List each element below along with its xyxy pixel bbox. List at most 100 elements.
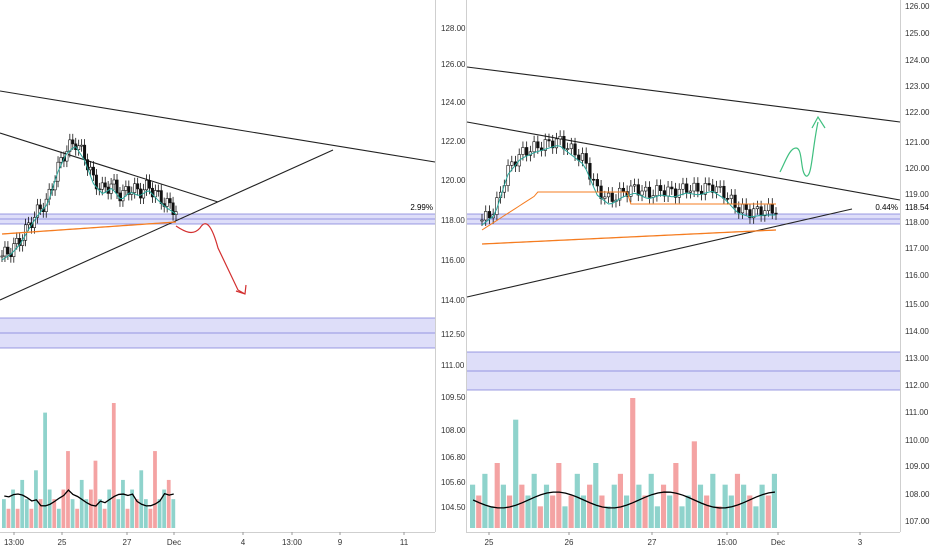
left-candle — [121, 190, 125, 202]
right-y-tick-label: 108.00 — [905, 490, 930, 499]
right-projection-arrow — [779, 121, 819, 177]
left-y-tick-label: 111.00 — [441, 361, 465, 370]
right-candle — [729, 194, 733, 199]
right-candle — [673, 188, 678, 198]
left-candle — [88, 166, 92, 171]
left-volume-bar — [79, 479, 84, 528]
right-candle — [621, 187, 626, 192]
left-volume-bar — [171, 499, 176, 528]
left-candle — [103, 182, 107, 188]
right-candle — [573, 143, 577, 156]
left-candle — [112, 179, 116, 185]
left-x-tick-label: 25 — [58, 538, 67, 547]
right-volume-bar — [747, 495, 753, 528]
right-candle — [580, 153, 585, 161]
left-volume-bar — [15, 508, 20, 528]
right-volume-bar — [673, 463, 679, 528]
left-candle — [171, 202, 175, 215]
right-y-tick-label: 119.00 — [905, 190, 929, 199]
left-mid-trendline — [0, 132, 219, 203]
right-volume-bar — [506, 495, 513, 528]
right-volume-bar — [630, 398, 636, 528]
right-volume-bar — [771, 473, 777, 528]
right-volume-bar — [593, 463, 599, 528]
left-volume-bar — [111, 403, 116, 528]
left-candle — [59, 157, 63, 163]
left-volume-ma-line — [4, 489, 174, 507]
right-y-tick-label: 122.00 — [905, 108, 930, 117]
left-rising-trendline — [0, 149, 334, 301]
left-candle — [124, 186, 128, 191]
left-candle — [165, 198, 169, 207]
right-candle — [480, 219, 484, 222]
right-volume-bar — [543, 484, 550, 528]
right-volume-bar — [617, 473, 623, 528]
left-slow-ma-line — [1, 221, 177, 235]
right-volume-bar — [562, 506, 568, 528]
left-volume-bar — [107, 489, 112, 528]
right-volume-bar — [704, 495, 710, 528]
right-x-tick-label: 27 — [648, 538, 657, 547]
right-candle — [703, 183, 707, 195]
right-y-tick-label: 126.00 — [905, 2, 930, 11]
left-volume-bar — [93, 460, 98, 528]
left-candle — [91, 166, 95, 176]
left-volume-bar — [34, 470, 38, 528]
right-volume-bar — [765, 495, 771, 528]
right-volume-bar — [710, 473, 716, 528]
left-candle — [168, 198, 172, 204]
right-candle — [536, 141, 540, 149]
right-volume-bar — [537, 506, 543, 528]
right-candle — [487, 211, 492, 219]
left-y-tick-label: 122.00 — [441, 137, 466, 146]
left-x-tick-label: 9 — [338, 538, 343, 547]
left-candle — [139, 188, 143, 199]
left-volume-bar — [89, 489, 93, 528]
left-candle — [80, 144, 84, 147]
right-y-tick-label: 125.00 — [905, 29, 930, 38]
right-volume-bar — [697, 484, 704, 528]
left-volume-bar — [43, 412, 47, 528]
left-chart-panel[interactable]: 128.00 126.00 124.00 122.00 120.00 118.00 116.… — [0, 0, 466, 547]
right-volume-bar — [660, 484, 667, 528]
right-volume-bar — [587, 484, 593, 528]
right-candle — [677, 188, 681, 198]
left-projection-arrow — [175, 223, 246, 295]
right-candle — [696, 182, 700, 192]
left-candle — [35, 204, 39, 218]
left-candle — [77, 145, 81, 150]
right-chart-panel[interactable]: 126.00 125.00 124.00 123.00 122.00 121.00 120.… — [466, 0, 930, 547]
right-volume-bar — [488, 506, 494, 528]
right-candle — [543, 139, 547, 151]
right-candle — [752, 208, 756, 219]
right-volume-bar — [580, 495, 587, 528]
left-x-tick-label: 27 — [123, 538, 132, 547]
left-candle — [115, 179, 119, 194]
right-candle — [748, 209, 752, 219]
left-volume-bar — [20, 479, 25, 528]
left-volume-bar — [98, 499, 102, 528]
right-y-tick-label: 123.00 — [905, 82, 930, 91]
left-candle — [71, 139, 75, 145]
right-volume-bar — [525, 495, 531, 528]
right-volume-bar — [470, 484, 476, 528]
left-volume-bar — [84, 499, 89, 528]
left-candle — [133, 183, 137, 193]
right-volume-bar — [636, 484, 642, 528]
right-candle — [584, 153, 588, 164]
left-volume-bar — [139, 470, 144, 528]
left-candle — [83, 144, 87, 160]
right-y-tick-label: 110.00 — [905, 436, 929, 445]
left-candle — [147, 180, 151, 189]
right-candle — [707, 183, 711, 186]
right-volume-bar — [734, 473, 741, 528]
left-volume-bar — [75, 508, 80, 528]
left-y-tick-label: 112.50 — [441, 330, 465, 339]
right-candle — [532, 141, 536, 153]
left-candle — [0, 255, 4, 258]
left-candle — [3, 246, 7, 257]
right-candle — [565, 148, 570, 150]
right-volume-bar — [667, 495, 673, 528]
left-volume-bar — [6, 508, 11, 528]
right-candle — [554, 138, 559, 149]
